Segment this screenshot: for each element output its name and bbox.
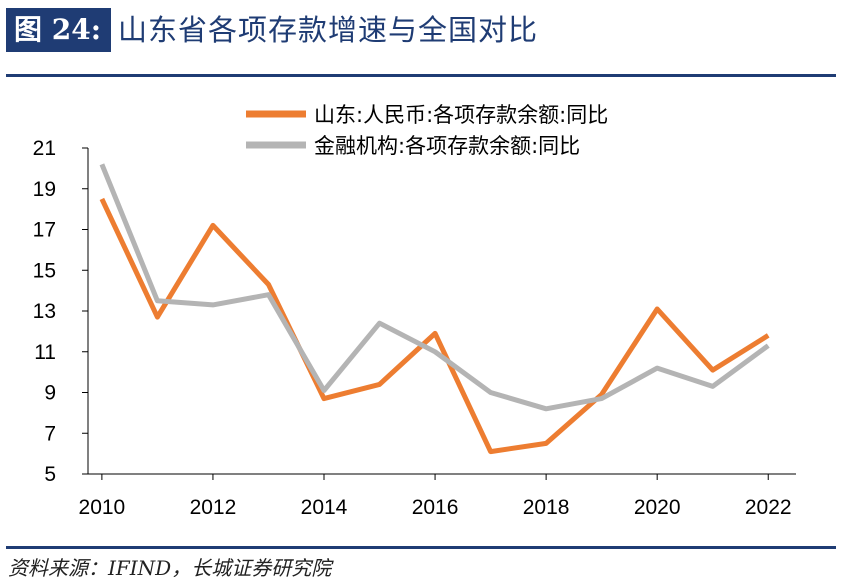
legend-label-1: 山东:人民币:各项存款余额:同比 xyxy=(314,103,608,127)
y-tick-label: 7 xyxy=(44,422,56,445)
x-tick-label: 2020 xyxy=(634,496,681,519)
figure-header: 图 24: 山东省各项存款增速与全国对比 xyxy=(0,0,847,62)
top-divider xyxy=(6,74,836,77)
y-tick-label: 5 xyxy=(44,463,56,486)
x-tick-label: 2018 xyxy=(523,496,570,519)
source-note: 资料来源：IFIND，长城证券研究院 xyxy=(8,556,332,580)
y-tick-label: 15 xyxy=(33,259,56,282)
figure-label: 图 24: xyxy=(6,8,112,52)
series-line-1 xyxy=(99,197,770,455)
bottom-divider xyxy=(6,546,836,549)
x-tick-label: 2022 xyxy=(745,496,792,519)
y-tick-label: 21 xyxy=(33,137,56,160)
x-tick-label: 2014 xyxy=(301,496,348,519)
chart-series xyxy=(99,163,770,455)
x-tick-label: 2016 xyxy=(412,496,459,519)
x-tick-label: 2012 xyxy=(190,496,237,519)
y-tick-label: 17 xyxy=(33,219,56,242)
chart-axes: 5 7 9 11 13 15 17 19 21 2010 2012 2014 2016 2018 2020 2… xyxy=(33,137,796,519)
line-chart: 5 7 9 11 13 15 17 19 21 2010 2012 2014 2016 2018 2020 2… xyxy=(33,103,796,519)
y-tick-label: 13 xyxy=(33,300,56,323)
legend-label-2: 金融机构:各项存款余额:同比 xyxy=(314,134,580,158)
y-tick-label: 11 xyxy=(34,341,56,364)
figure-title: 山东省各项存款增速与全国对比 xyxy=(118,13,539,47)
y-tick-label: 9 xyxy=(44,382,56,405)
series-line-2 xyxy=(99,163,770,412)
x-tick-label: 2010 xyxy=(79,496,126,519)
y-tick-label: 19 xyxy=(33,178,56,201)
